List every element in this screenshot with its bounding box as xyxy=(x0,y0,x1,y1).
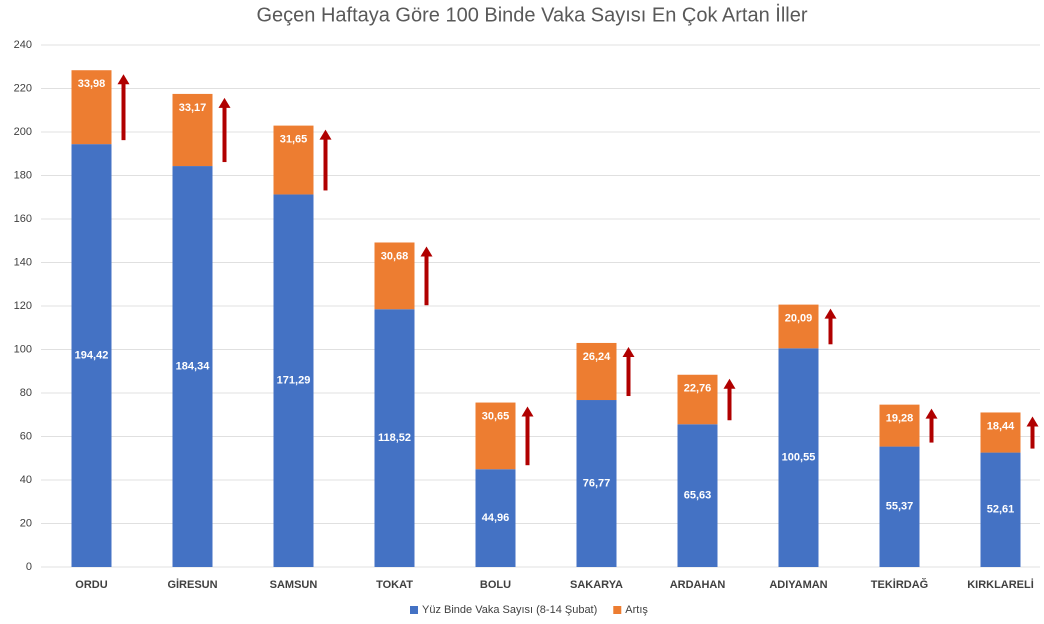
data-label: 33,17 xyxy=(179,102,207,114)
x-tick-label: BOLU xyxy=(480,579,511,591)
data-label: 33,98 xyxy=(78,78,106,90)
legend-swatch xyxy=(613,606,622,614)
data-label: 22,76 xyxy=(684,383,712,395)
arrow-head xyxy=(1026,416,1039,427)
arrow-head xyxy=(824,308,837,319)
y-tick-label: 220 xyxy=(14,82,32,94)
bar-segment xyxy=(980,452,1021,567)
y-tick-label: 160 xyxy=(14,213,32,225)
data-label: 44,96 xyxy=(482,512,510,524)
y-tick-label: 40 xyxy=(20,474,32,486)
bar-segment xyxy=(172,166,213,568)
data-label: 19,28 xyxy=(886,413,914,425)
bar-segment xyxy=(778,348,819,567)
x-tick-label: ORDU xyxy=(75,579,107,591)
data-label: 31,65 xyxy=(280,134,308,146)
x-tick-label: ADIYAMAN xyxy=(769,579,827,591)
y-tick-label: 240 xyxy=(14,39,32,51)
bar-segment xyxy=(273,125,314,195)
x-tick-label: TEKİRDAĞ xyxy=(871,578,928,591)
arrow-head xyxy=(622,346,635,357)
bar-segment xyxy=(475,469,516,567)
x-tick-label: KIRKLARELİ xyxy=(967,578,1034,591)
data-label: 118,52 xyxy=(378,432,411,444)
data-label: 30,68 xyxy=(381,250,409,262)
data-label: 76,77 xyxy=(583,477,611,489)
x-tick-label: SAKARYA xyxy=(570,579,623,591)
x-tick-label: ARDAHAN xyxy=(670,579,726,591)
y-tick-label: 60 xyxy=(20,430,32,442)
bar-segment xyxy=(980,412,1021,453)
y-tick-label: 180 xyxy=(14,169,32,181)
arrow-head xyxy=(925,408,938,419)
bar-segment xyxy=(677,424,718,567)
y-tick-label: 100 xyxy=(14,343,32,355)
legend-label: Yüz Binde Vaka Sayısı (8-14 Şubat) xyxy=(422,604,597,616)
data-label: 26,24 xyxy=(583,351,611,363)
bar-segment xyxy=(374,242,415,310)
x-tick-label: SAMSUN xyxy=(270,579,318,591)
data-label: 20,09 xyxy=(785,313,813,325)
y-tick-label: 120 xyxy=(14,300,32,312)
y-tick-label: 20 xyxy=(20,517,32,529)
bar-segment xyxy=(778,304,819,349)
y-tick-label: 140 xyxy=(14,256,32,268)
data-label: 55,37 xyxy=(886,501,914,513)
y-tick-label: 0 xyxy=(26,561,32,573)
bar-segment xyxy=(374,309,415,567)
data-label: 194,42 xyxy=(75,349,109,361)
arrow-head xyxy=(420,246,433,257)
bar-segment xyxy=(879,404,920,447)
bar-segment xyxy=(71,144,112,567)
data-label: 52,61 xyxy=(987,504,1015,516)
arrow-head xyxy=(319,129,332,140)
data-label: 65,63 xyxy=(684,490,712,502)
data-label: 100,55 xyxy=(782,452,816,464)
bar-segment xyxy=(475,402,516,470)
legend-label: Artış xyxy=(625,604,648,616)
bar-segment xyxy=(576,342,617,401)
bar-segment xyxy=(172,93,213,167)
bar-segment xyxy=(677,374,718,425)
y-tick-label: 200 xyxy=(14,126,32,138)
data-label: 171,29 xyxy=(277,375,311,387)
bar-segment xyxy=(576,400,617,567)
data-label: 30,65 xyxy=(482,410,510,422)
legend-swatch xyxy=(410,606,418,614)
data-label: 184,34 xyxy=(176,360,211,372)
arrow-head xyxy=(117,74,130,85)
bar-segment xyxy=(879,446,920,567)
data-label: 18,44 xyxy=(987,420,1015,432)
arrow-head xyxy=(521,406,534,417)
bar-segment xyxy=(71,70,112,145)
arrow-head xyxy=(218,97,231,108)
chart-title: Geçen Haftaya Göre 100 Binde Vaka Sayısı… xyxy=(256,3,807,26)
bar-segment xyxy=(273,194,314,567)
y-tick-label: 80 xyxy=(20,387,32,399)
arrow-head xyxy=(723,378,736,389)
x-tick-label: GİRESUN xyxy=(167,578,217,591)
x-tick-label: TOKAT xyxy=(376,579,413,591)
